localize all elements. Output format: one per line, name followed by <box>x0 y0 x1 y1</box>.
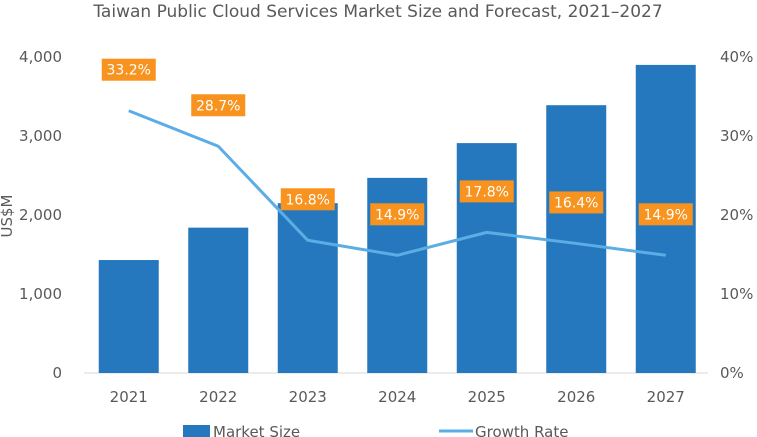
data-label-box <box>370 203 425 226</box>
y-axis-label: US$M <box>0 195 16 238</box>
bar-market-size <box>546 105 607 373</box>
x-tick-label: 2026 <box>557 388 595 406</box>
data-label-text: 16.4% <box>554 195 598 211</box>
chart-title: Taiwan Public Cloud Services Market Size… <box>92 2 662 22</box>
data-label-text: 17.8% <box>465 184 509 200</box>
y-tick-label: 3,000 <box>19 127 62 145</box>
bar-market-size <box>456 143 517 373</box>
x-tick-label: 2021 <box>110 388 148 406</box>
ticks-layer: 0 1,000 2,000 3,000 4,000 0% 10% 20% 30% 40% 2021 2… <box>19 48 753 406</box>
data-label-text: 33.2% <box>107 63 151 79</box>
y2-tick-label: 20% <box>720 206 753 224</box>
y-tick-label: 4,000 <box>19 48 62 66</box>
data-label-box <box>280 188 335 211</box>
data-label-text: 14.9% <box>375 207 419 223</box>
y2-tick-label: 30% <box>720 127 753 145</box>
legend-label-market-size: Market Size <box>213 423 300 437</box>
growth-rate-data-label: 33.2% <box>101 58 156 81</box>
data-label-text: 28.7% <box>196 98 240 114</box>
growth-rate-data-label: 28.7% <box>191 94 246 117</box>
legend-label-growth-rate: Growth Rate <box>475 423 568 437</box>
growth-rate-data-label: 14.9% <box>638 203 693 226</box>
y2-tick-label: 40% <box>720 48 753 66</box>
data-label-box <box>101 58 156 81</box>
growth-rate-line <box>128 109 666 257</box>
growth-rate-data-label: 16.4% <box>549 191 604 214</box>
y-tick-label: 0 <box>52 364 62 382</box>
data-label-box <box>191 94 246 117</box>
labels-layer: 33.2% 28.7% 16.8% 14.9% 17.8% 16.4% 14.9% <box>101 58 693 226</box>
y2-tick-label: 0% <box>720 364 744 382</box>
growth-rate-data-label: 14.9% <box>370 203 425 226</box>
x-tick-label: 2023 <box>289 388 327 406</box>
data-label-text: 16.8% <box>286 192 330 208</box>
data-label-text: 14.9% <box>644 207 688 223</box>
bar-market-size <box>98 260 159 373</box>
x-tick-label: 2022 <box>199 388 237 406</box>
x-tick-label: 2027 <box>647 388 685 406</box>
y-tick-label: 1,000 <box>19 285 62 303</box>
data-label-box <box>549 191 604 214</box>
bar-market-size <box>188 227 249 373</box>
bar-market-size <box>277 203 338 373</box>
x-tick-label: 2024 <box>378 388 416 406</box>
data-label-box <box>459 180 514 203</box>
line-layer <box>128 109 666 257</box>
y2-tick-label: 10% <box>720 285 753 303</box>
growth-rate-data-label: 17.8% <box>459 180 514 203</box>
data-label-box <box>638 203 693 226</box>
legend: Market Size Growth Rate <box>183 423 568 437</box>
x-tick-label: 2025 <box>468 388 506 406</box>
legend-swatch-market-size <box>183 425 210 437</box>
y-tick-label: 2,000 <box>19 206 62 224</box>
growth-rate-data-label: 16.8% <box>280 188 335 211</box>
